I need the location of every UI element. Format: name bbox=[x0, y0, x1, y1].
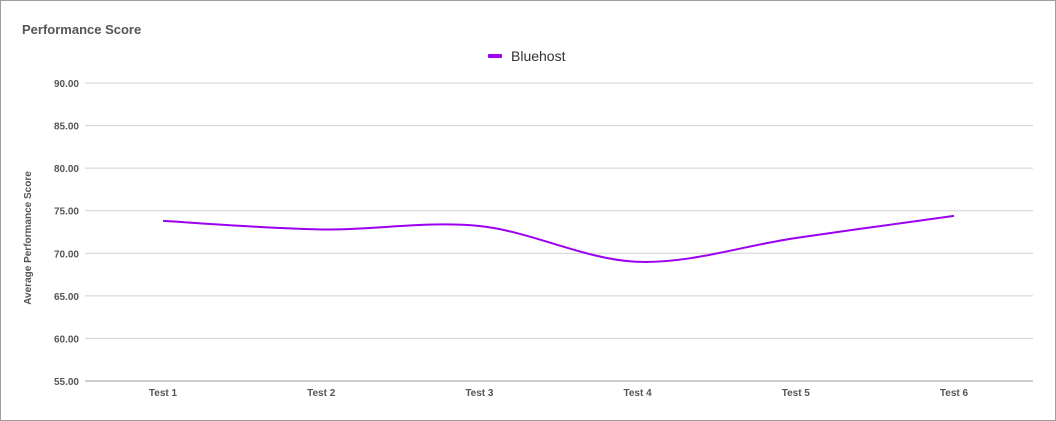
y-tick-label: 70.00 bbox=[54, 249, 79, 260]
x-axis-ticks: Test 1 Test 2 Test 3 Test 4 Test 5 Test 6 bbox=[149, 388, 969, 399]
y-axis-ticks: 90.00 85.00 80.00 75.00 70.00 65.00 60.00 55.00 bbox=[54, 79, 79, 388]
y-tick-label: 75.00 bbox=[54, 207, 79, 218]
legend-label: Bluehost bbox=[511, 48, 566, 64]
y-tick-label: 90.00 bbox=[54, 79, 79, 90]
x-tick-label: Test 4 bbox=[624, 388, 653, 399]
y-tick-label: 80.00 bbox=[54, 164, 79, 175]
y-tick-label: 60.00 bbox=[54, 334, 79, 345]
x-tick-label: Test 5 bbox=[782, 388, 811, 399]
series-line-bluehost bbox=[162, 214, 955, 263]
y-tick-label: 55.00 bbox=[54, 377, 79, 388]
chart-title: Performance Score bbox=[22, 22, 142, 37]
x-tick-label: Test 2 bbox=[307, 388, 336, 399]
legend-swatch bbox=[488, 54, 502, 58]
x-tick-label: Test 3 bbox=[465, 388, 494, 399]
x-tick-label: Test 6 bbox=[940, 388, 969, 399]
y-tick-label: 85.00 bbox=[54, 122, 79, 133]
series-lines bbox=[162, 214, 955, 263]
gridlines bbox=[85, 82, 1033, 382]
x-tick-label: Test 1 bbox=[149, 388, 178, 399]
y-axis-label: Average Performance Score bbox=[23, 171, 34, 305]
y-tick-label: 65.00 bbox=[54, 292, 79, 303]
legend: Bluehost bbox=[488, 48, 566, 64]
